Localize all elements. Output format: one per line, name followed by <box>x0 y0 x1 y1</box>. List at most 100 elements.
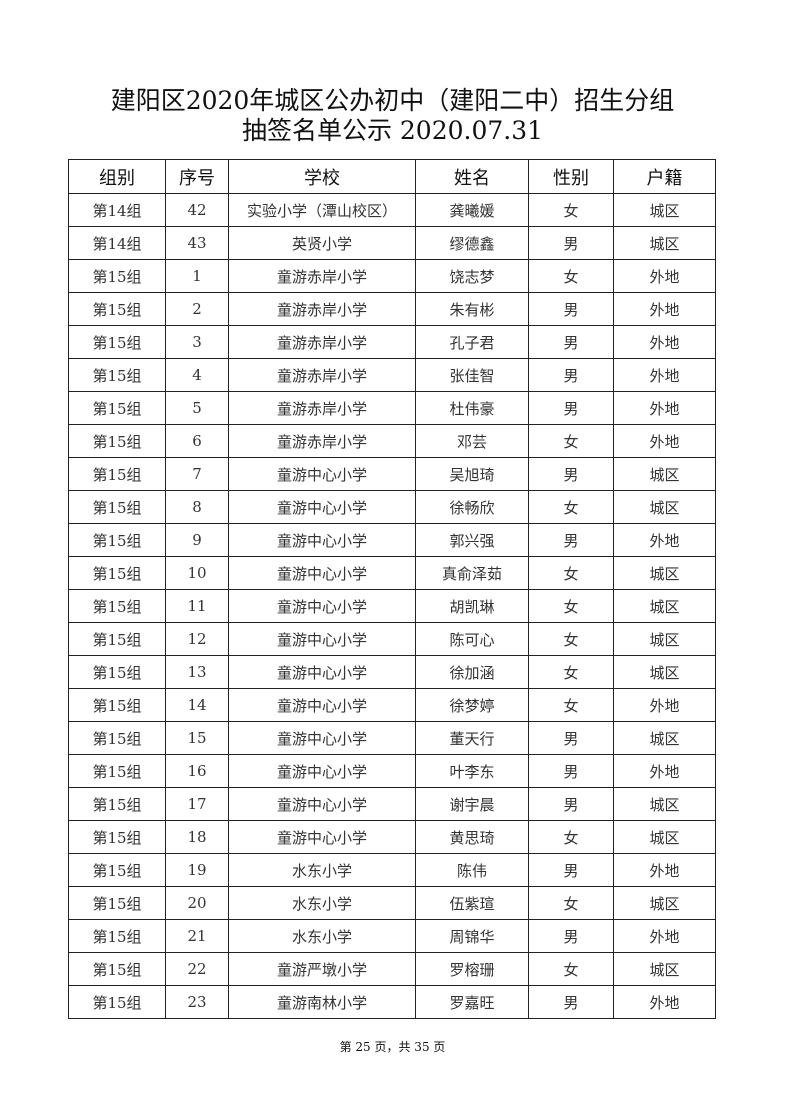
cell-residence: 城区 <box>613 457 716 491</box>
cell-group: 第15组 <box>68 655 166 689</box>
cell-residence: 外地 <box>613 325 716 359</box>
cell-residence: 城区 <box>613 226 716 260</box>
cell-name: 缪德鑫 <box>415 226 529 260</box>
table-row: 第15组 23 童游南林小学 罗嘉旺男外地 <box>68 985 716 1019</box>
cell-residence: 外地 <box>613 688 716 722</box>
cell-seq: 16 <box>165 754 229 788</box>
table-row: 第15组 12 童游中心小学 陈可心女城区 <box>68 622 716 656</box>
table-row: 第15组 6 童游赤岸小学 邓芸女外地 <box>68 424 716 458</box>
cell-name: 叶李东 <box>415 754 529 788</box>
table-row: 第15组 2 童游赤岸小学 朱有彬男外地 <box>68 292 716 326</box>
cell-school: 童游赤岸小学 <box>228 325 416 359</box>
cell-group: 第14组 <box>68 193 166 227</box>
cell-gender: 女 <box>528 952 614 986</box>
cell-gender: 男 <box>528 457 614 491</box>
cell-school: 童游严墩小学 <box>228 952 416 986</box>
cell-residence: 城区 <box>613 589 716 623</box>
cell-residence: 城区 <box>613 886 716 920</box>
cell-seq: 21 <box>165 919 229 953</box>
cell-residence: 外地 <box>613 853 716 887</box>
cell-seq: 17 <box>165 787 229 821</box>
cell-gender: 男 <box>528 292 614 326</box>
cell-name: 孔子君 <box>415 325 529 359</box>
cell-group: 第15组 <box>68 424 166 458</box>
cell-gender: 女 <box>528 589 614 623</box>
table-row: 第15组 11 童游中心小学 胡凯琳女城区 <box>68 589 716 623</box>
header-school: 学校 <box>228 159 416 194</box>
cell-seq: 2 <box>165 292 229 326</box>
cell-group: 第15组 <box>68 853 166 887</box>
cell-school: 童游中心小学 <box>228 622 416 656</box>
cell-school: 水东小学 <box>228 853 416 887</box>
cell-group: 第15组 <box>68 820 166 854</box>
cell-name: 郭兴强 <box>415 523 529 557</box>
cell-school: 童游中心小学 <box>228 787 416 821</box>
cell-group: 第15组 <box>68 358 166 392</box>
cell-residence: 外地 <box>613 424 716 458</box>
cell-gender: 女 <box>528 424 614 458</box>
cell-residence: 外地 <box>613 391 716 425</box>
cell-gender: 女 <box>528 688 614 722</box>
cell-seq: 15 <box>165 721 229 755</box>
table-row: 第15组 14 童游中心小学 徐梦婷女外地 <box>68 688 716 722</box>
cell-school: 童游中心小学 <box>228 589 416 623</box>
cell-school: 童游赤岸小学 <box>228 259 416 293</box>
table-row: 第14组 42 实验小学（潭山校区） 龚曦媛女城区 <box>68 193 716 227</box>
header-group: 组别 <box>68 159 166 194</box>
cell-name: 龚曦媛 <box>415 193 529 227</box>
cell-group: 第14组 <box>68 226 166 260</box>
cell-residence: 城区 <box>613 490 716 524</box>
cell-residence: 外地 <box>613 985 716 1019</box>
header-gender: 性别 <box>528 159 614 194</box>
cell-seq: 10 <box>165 556 229 590</box>
cell-residence: 外地 <box>613 292 716 326</box>
cell-group: 第15组 <box>68 886 166 920</box>
cell-group: 第15组 <box>68 688 166 722</box>
cell-name: 董天行 <box>415 721 529 755</box>
cell-name: 张佳智 <box>415 358 529 392</box>
cell-gender: 男 <box>528 325 614 359</box>
cell-name: 朱有彬 <box>415 292 529 326</box>
cell-seq: 13 <box>165 655 229 689</box>
cell-seq: 11 <box>165 589 229 623</box>
cell-name: 谢宇晨 <box>415 787 529 821</box>
cell-group: 第15组 <box>68 754 166 788</box>
cell-gender: 男 <box>528 226 614 260</box>
cell-gender: 男 <box>528 391 614 425</box>
cell-group: 第15组 <box>68 259 166 293</box>
cell-gender: 男 <box>528 787 614 821</box>
cell-residence: 城区 <box>613 787 716 821</box>
table-row: 第15组 1 童游赤岸小学 饶志梦女外地 <box>68 259 716 293</box>
table-row: 第15组 7 童游中心小学 吴旭琦男城区 <box>68 457 716 491</box>
cell-gender: 女 <box>528 259 614 293</box>
cell-group: 第15组 <box>68 556 166 590</box>
cell-group: 第15组 <box>68 721 166 755</box>
table-row: 第15组 8 童游中心小学 徐畅欣女城区 <box>68 490 716 524</box>
cell-name: 吴旭琦 <box>415 457 529 491</box>
table-row: 第15组 20 水东小学 伍紫瑄女城区 <box>68 886 716 920</box>
cell-school: 童游中心小学 <box>228 754 416 788</box>
table-row: 第15组 22 童游严墩小学 罗榕珊女城区 <box>68 952 716 986</box>
table-row: 第15组 5 童游赤岸小学 杜伟豪男外地 <box>68 391 716 425</box>
table-row: 第15组 19 水东小学 陈伟男外地 <box>68 853 716 887</box>
cell-residence: 外地 <box>613 523 716 557</box>
cell-gender: 男 <box>528 754 614 788</box>
cell-seq: 12 <box>165 622 229 656</box>
cell-residence: 城区 <box>613 721 716 755</box>
enrollment-table: 组别 序号 学校 姓名 性别 户籍 第14组 42 实验小学（潭山校区） 龚曦媛女城区 第14组 4… <box>68 159 716 1019</box>
cell-school: 童游赤岸小学 <box>228 292 416 326</box>
cell-seq: 3 <box>165 325 229 359</box>
header-name: 姓名 <box>415 159 529 194</box>
cell-group: 第15组 <box>68 787 166 821</box>
cell-seq: 7 <box>165 457 229 491</box>
cell-school: 童游中心小学 <box>228 655 416 689</box>
header-seq: 序号 <box>165 159 229 194</box>
cell-name: 饶志梦 <box>415 259 529 293</box>
cell-school: 童游中心小学 <box>228 820 416 854</box>
cell-name: 周锦华 <box>415 919 529 953</box>
cell-residence: 城区 <box>613 622 716 656</box>
cell-group: 第15组 <box>68 457 166 491</box>
cell-gender: 女 <box>528 820 614 854</box>
cell-group: 第15组 <box>68 622 166 656</box>
cell-residence: 城区 <box>613 820 716 854</box>
